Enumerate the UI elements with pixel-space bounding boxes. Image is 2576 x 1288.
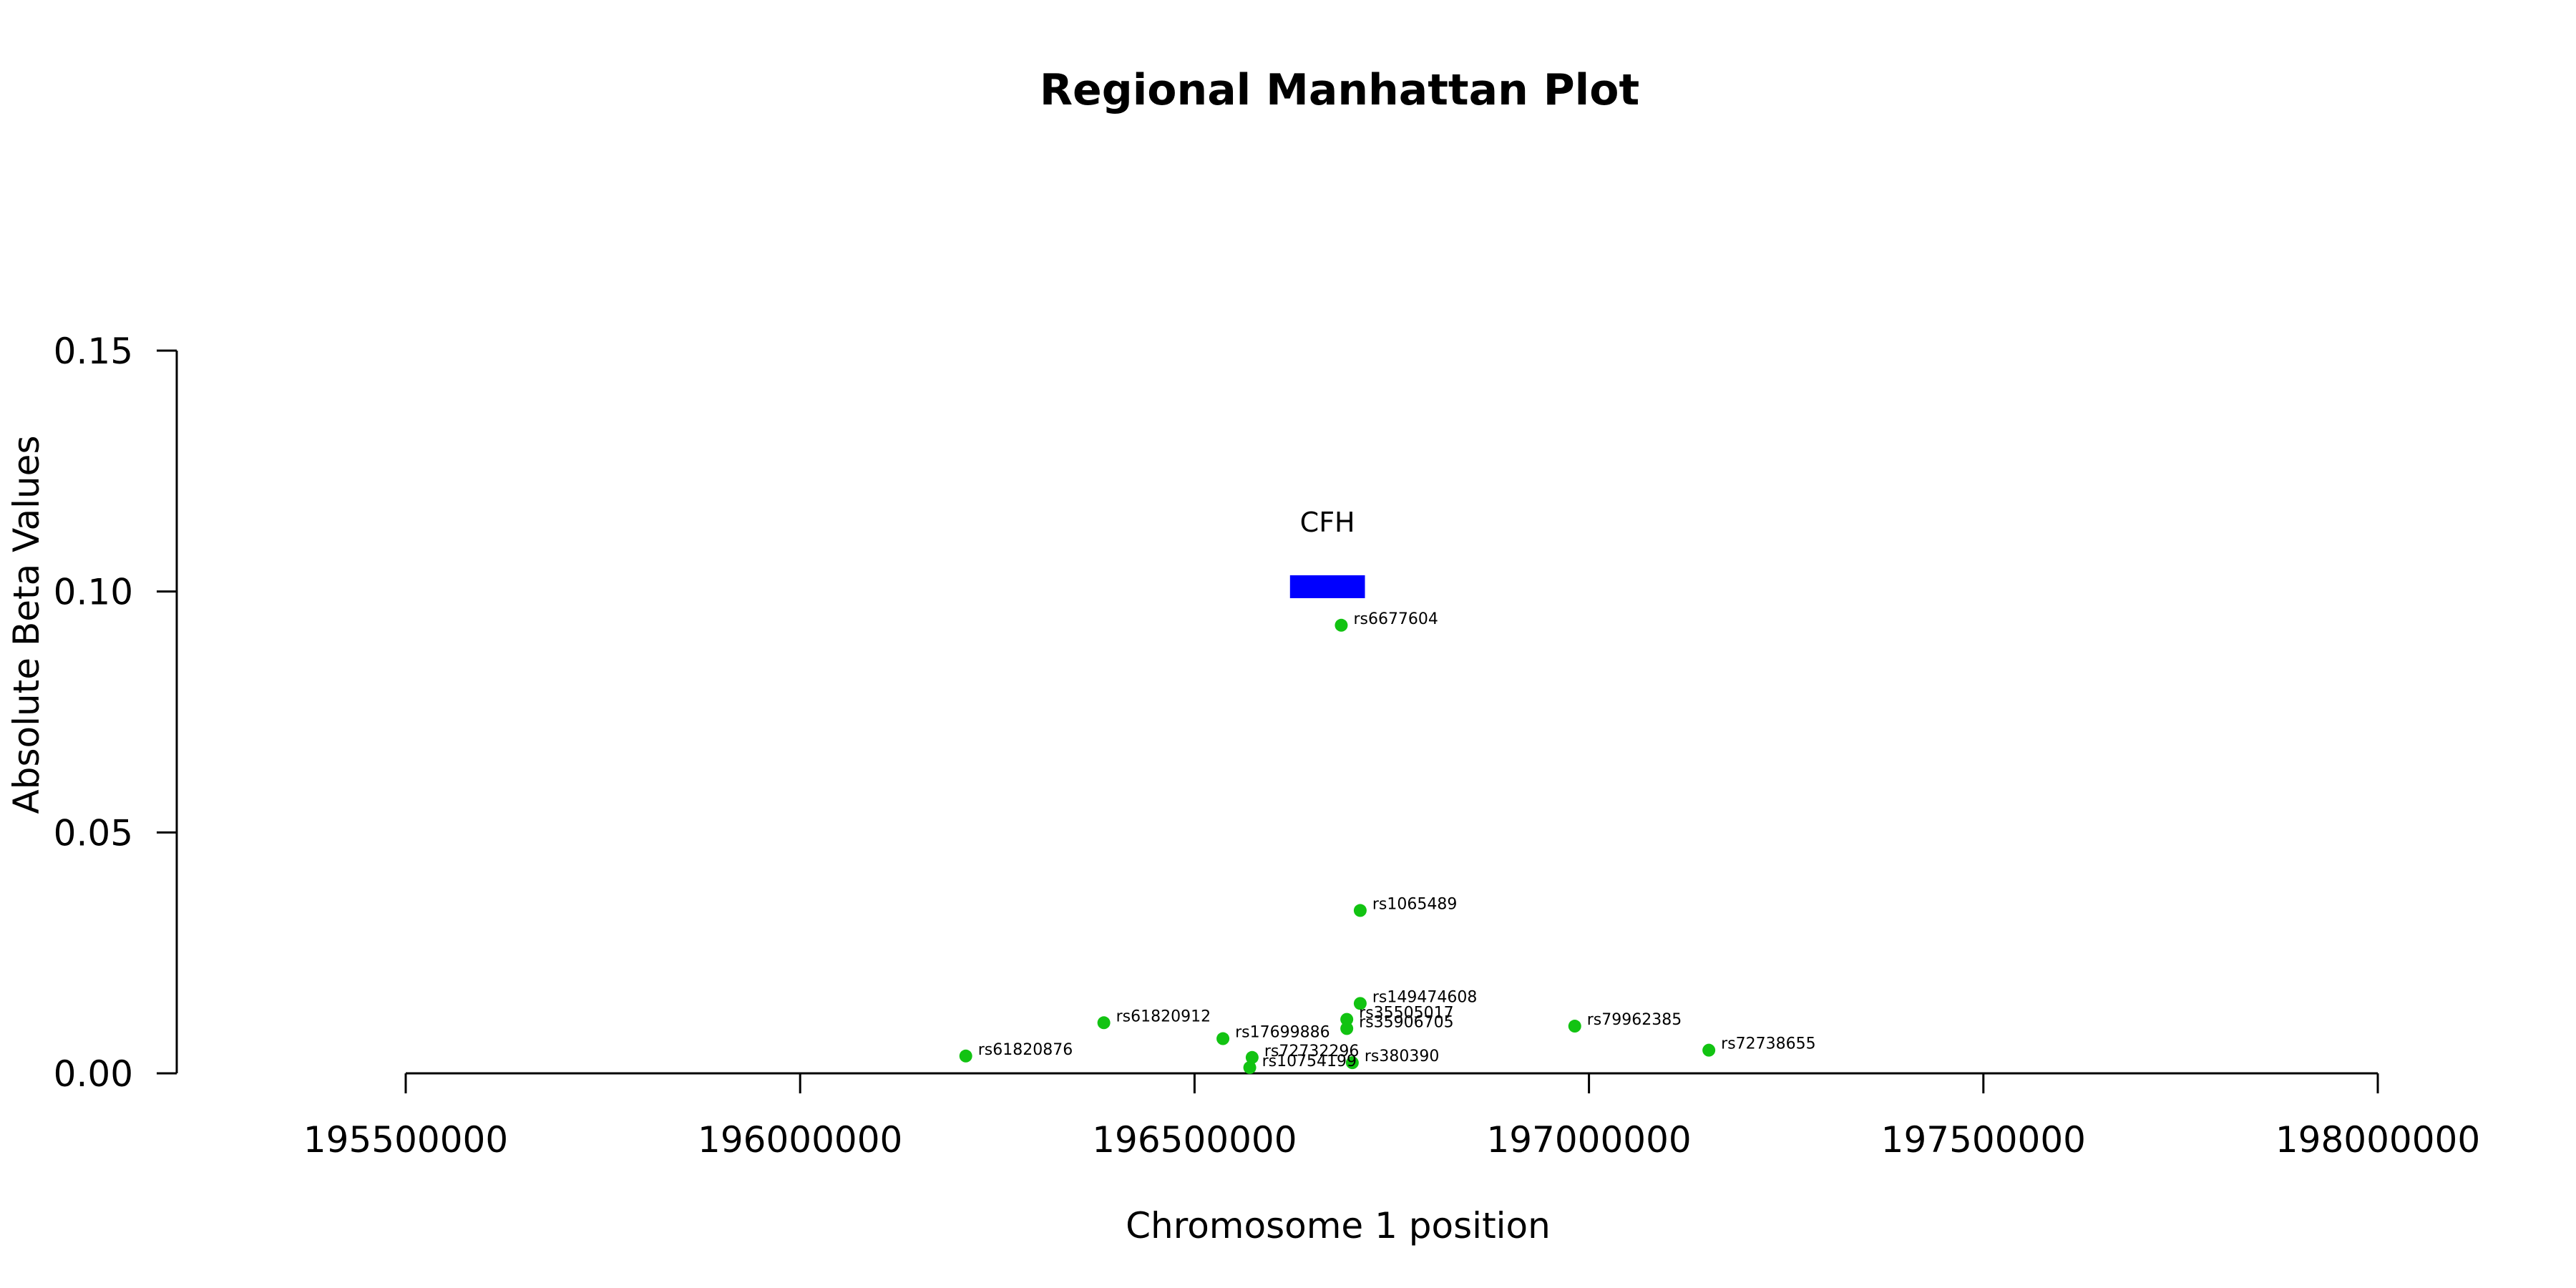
snp-point bbox=[1335, 618, 1348, 632]
y-axis-title: Absolute Beta Values bbox=[6, 436, 47, 814]
snp-point bbox=[1216, 1032, 1230, 1045]
snp-label: rs61820876 bbox=[978, 1041, 1073, 1059]
gene-track: CFH bbox=[1289, 507, 1365, 598]
snp-point bbox=[1702, 1043, 1716, 1057]
snp-label: rs61820912 bbox=[1116, 1008, 1211, 1025]
snp-point bbox=[1353, 904, 1367, 917]
x-tick-label: 197500000 bbox=[1881, 1119, 2086, 1161]
snp-label: rs72732296 bbox=[1264, 1043, 1359, 1060]
snp-point bbox=[1568, 1020, 1581, 1033]
y-tick-label: 0.15 bbox=[54, 331, 133, 372]
snp-points bbox=[959, 618, 1716, 1074]
snp-label: rs1065489 bbox=[1372, 895, 1458, 913]
x-axis-title: Chromosome 1 position bbox=[1126, 1205, 1551, 1246]
gene-label: CFH bbox=[1300, 507, 1355, 538]
snp-label: rs72738655 bbox=[1721, 1035, 1815, 1053]
snp-label: rs35505017 bbox=[1359, 1005, 1453, 1023]
x-tick-label: 198000000 bbox=[2275, 1119, 2480, 1161]
gene-bar-cfh bbox=[1289, 575, 1365, 598]
snp-point bbox=[1345, 1056, 1359, 1070]
snp-point bbox=[959, 1049, 972, 1063]
x-tick-label: 196500000 bbox=[1092, 1119, 1297, 1161]
snp-label: rs149474608 bbox=[1372, 988, 1477, 1006]
snp-label: rs6677604 bbox=[1353, 610, 1438, 628]
snp-label: rs10754199 bbox=[1262, 1053, 1357, 1070]
x-tick-label: 196000000 bbox=[698, 1119, 902, 1161]
y-tick-label: 0.10 bbox=[54, 572, 133, 613]
y-axis: 0.00 0.05 0.10 0.15 bbox=[54, 331, 178, 1095]
snp-point bbox=[1097, 1016, 1111, 1030]
x-tick-label: 195500000 bbox=[303, 1119, 508, 1161]
snp-point bbox=[1353, 997, 1367, 1010]
snp-point bbox=[1245, 1050, 1259, 1064]
x-tick-label: 197000000 bbox=[1486, 1119, 1691, 1161]
x-axis: 195500000 196000000 196500000 197000000 1975… bbox=[303, 1072, 2480, 1161]
snp-point bbox=[1243, 1060, 1257, 1074]
snp-labels: rs6677604rs1065489rs149474608rs35505017r… bbox=[978, 610, 1816, 1070]
y-tick-label: 0.00 bbox=[54, 1053, 133, 1095]
y-tick-label: 0.05 bbox=[54, 812, 133, 854]
chart-title: Regional Manhattan Plot bbox=[1040, 65, 1639, 115]
snp-label: rs35906705 bbox=[1359, 1013, 1453, 1031]
snp-label: rs17699886 bbox=[1235, 1024, 1330, 1042]
snp-label: rs380390 bbox=[1365, 1048, 1440, 1065]
snp-label: rs79962385 bbox=[1587, 1011, 1682, 1029]
snp-point bbox=[1340, 1013, 1354, 1026]
snp-point bbox=[1340, 1022, 1354, 1035]
